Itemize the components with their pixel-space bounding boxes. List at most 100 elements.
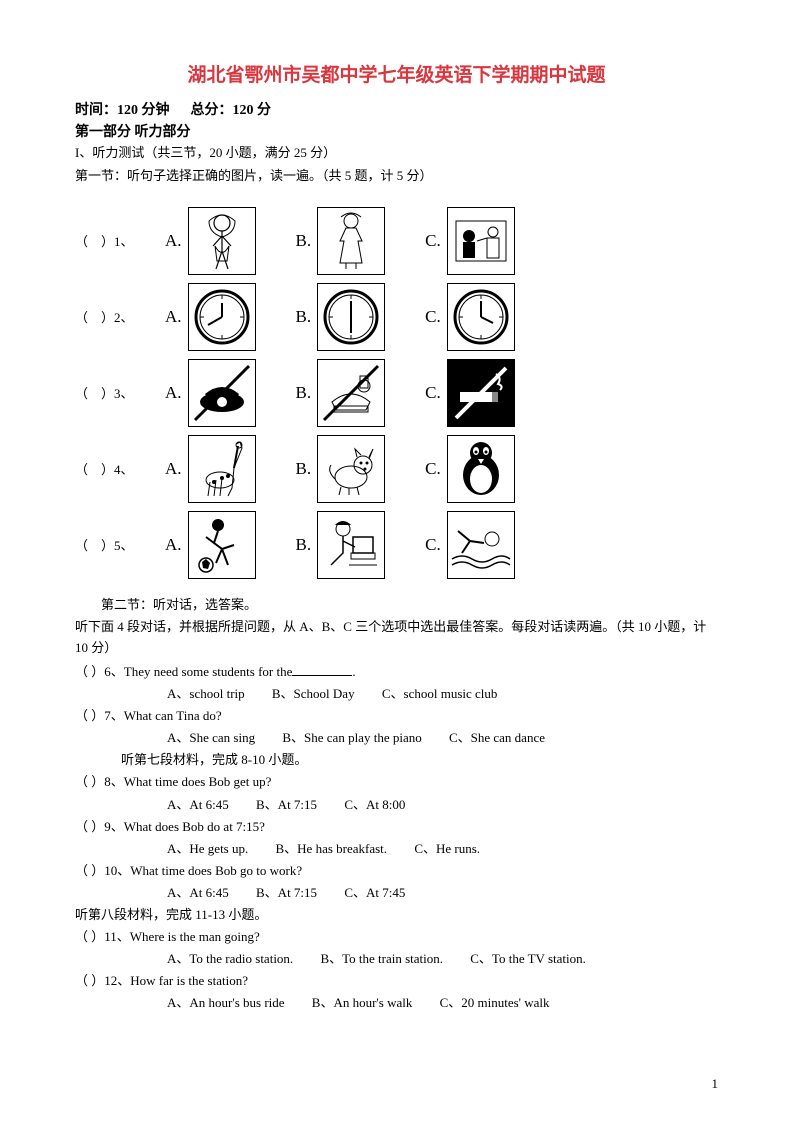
question-6: （ ）6、They need some students for the. <box>75 661 718 683</box>
choice-a: A. <box>165 283 256 351</box>
q-text: How far is the station? <box>130 973 248 988</box>
doctor-patient-icon <box>447 207 515 275</box>
option-b: B、She can play the piano <box>282 730 421 745</box>
choice-c: C. <box>425 207 515 275</box>
q-text: What time does Bob get up? <box>124 774 272 789</box>
q8-options: A、At 6:45 B、At 7:15 C、At 8:00 <box>75 794 718 816</box>
clock-icon <box>447 283 515 351</box>
choice-letter: A. <box>165 307 182 327</box>
part1-heading: 第一部分 听力部分 <box>75 121 718 141</box>
q9-options: A、He gets up. B、He has breakfast. C、He r… <box>75 838 718 860</box>
option-a: A、To the radio station. <box>167 951 293 966</box>
choice-letter: C. <box>425 231 441 251</box>
no-smoking-icon <box>447 359 515 427</box>
option-c: C、To the TV station. <box>470 951 586 966</box>
choice-a: A. <box>165 435 256 503</box>
question-11: （ ）11、Where is the man going? <box>75 926 718 948</box>
time-label: 时间：120 分钟 <box>75 103 170 118</box>
choice-letter: C. <box>425 307 441 327</box>
q-text: What time does Bob go to work? <box>130 863 302 878</box>
choice-letter: C. <box>425 383 441 403</box>
option-c: C、At 8:00 <box>344 797 405 812</box>
question-10: （ ）10、What time does Bob go to work? <box>75 860 718 882</box>
choice-b: B. <box>296 435 386 503</box>
option-c: C、school music club <box>382 686 498 701</box>
penguin-icon <box>447 435 515 503</box>
q-text: They need some students for the <box>124 664 293 679</box>
q12-options: A、An hour's bus ride B、An hour's walk C、… <box>75 992 718 1014</box>
option-b: B、He has breakfast. <box>276 841 388 856</box>
option-a: A、He gets up. <box>167 841 248 856</box>
page-title: 湖北省鄂州市吴都中学七年级英语下学期期中试题 <box>75 60 718 87</box>
total-label: 总分：120 分 <box>191 103 272 118</box>
no-phone-icon <box>188 359 256 427</box>
img-question-row: （ ）1、 A. B. C. <box>75 207 718 275</box>
section2-intro: 听下面 4 段对话，并根据所提问题，从 A、B、C 三个选项中选出最佳答案。每段… <box>75 617 718 659</box>
choice-a: A. <box>165 511 256 579</box>
q-num: （ ）5、 <box>75 535 165 554</box>
choice-b: B. <box>296 511 386 579</box>
choice-letter: C. <box>425 535 441 555</box>
q-prefix: （ ）10、 <box>75 863 130 878</box>
q-prefix: （ ）12、 <box>75 973 130 988</box>
option-a: A、school trip <box>167 686 245 701</box>
subsection-8: 听第八段材料，完成 11-13 小题。 <box>75 904 718 926</box>
choice-letter: A. <box>165 459 182 479</box>
q6-options: A、school trip B、School Day C、school musi… <box>75 683 718 705</box>
q-prefix: （ ）11、 <box>75 929 130 944</box>
picture-questions: （ ）1、 A. B. C. （ ）2、 A. <box>75 207 718 579</box>
choice-letter: B. <box>296 383 312 403</box>
choice-c: C. <box>425 511 515 579</box>
option-a: A、An hour's bus ride <box>167 995 285 1010</box>
q-text: Where is the man going? <box>130 929 260 944</box>
option-c: C、She can dance <box>449 730 545 745</box>
choice-letter: B. <box>296 459 312 479</box>
section1-line2: 第一节：听句子选择正确的图片，读一遍。（共 5 题，计 5 分） <box>75 166 718 187</box>
girl-standing-icon <box>188 207 256 275</box>
option-c: C、He runs. <box>414 841 480 856</box>
question-9: （ ）9、What does Bob do at 7:15? <box>75 816 718 838</box>
choice-c: C. <box>425 359 515 427</box>
choice-letter: A. <box>165 231 182 251</box>
soccer-player-icon <box>188 511 256 579</box>
choice-b: B. <box>296 283 386 351</box>
choice-letter: A. <box>165 535 182 555</box>
no-food-icon <box>317 359 385 427</box>
blank <box>292 663 352 676</box>
section2: 第二节：听对话，选答案。 听下面 4 段对话，并根据所提问题，从 A、B、C 三… <box>75 595 718 1015</box>
clock-icon <box>317 283 385 351</box>
q-num: （ ）2、 <box>75 307 165 326</box>
subsection-7: 听第七段材料，完成 8-10 小题。 <box>75 749 718 771</box>
option-a: A、At 6:45 <box>167 885 229 900</box>
choice-letter: A. <box>165 383 182 403</box>
swimmer-icon <box>447 511 515 579</box>
q-num: （ ）4、 <box>75 459 165 478</box>
option-b: B、At 7:15 <box>256 797 317 812</box>
img-question-row: （ ）4、 A. B. C. <box>75 435 718 503</box>
clock-icon <box>188 283 256 351</box>
choice-c: C. <box>425 283 515 351</box>
section1-line1: I、听力测试（共三节，20 小题，满分 25 分） <box>75 143 718 164</box>
choice-b: B. <box>296 207 386 275</box>
q-num: （ ）1、 <box>75 231 165 250</box>
q-prefix: （ ）6、 <box>75 664 124 679</box>
img-question-row: （ ）5、 A. B. C. <box>75 511 718 579</box>
q11-options: A、To the radio station. B、To the train s… <box>75 948 718 970</box>
option-a: A、At 6:45 <box>167 797 229 812</box>
q-text: What can Tina do? <box>124 708 222 723</box>
choice-a: A. <box>165 207 256 275</box>
exam-meta: 时间：120 分钟 总分：120 分 <box>75 99 718 119</box>
option-b: B、School Day <box>272 686 355 701</box>
choice-c: C. <box>425 435 515 503</box>
q-tail: . <box>352 664 355 679</box>
option-b: B、At 7:15 <box>256 885 317 900</box>
girl-dress-icon <box>317 207 385 275</box>
img-question-row: （ ）3、 A. B. C. <box>75 359 718 427</box>
q10-options: A、At 6:45 B、At 7:15 C、At 7:45 <box>75 882 718 904</box>
img-question-row: （ ）2、 A. B. C. <box>75 283 718 351</box>
q-text: What does Bob do at 7:15? <box>124 819 265 834</box>
q-prefix: （ ）7、 <box>75 708 124 723</box>
q-num: （ ）3、 <box>75 383 165 402</box>
choice-b: B. <box>296 359 386 427</box>
question-8: （ ）8、What time does Bob get up? <box>75 771 718 793</box>
